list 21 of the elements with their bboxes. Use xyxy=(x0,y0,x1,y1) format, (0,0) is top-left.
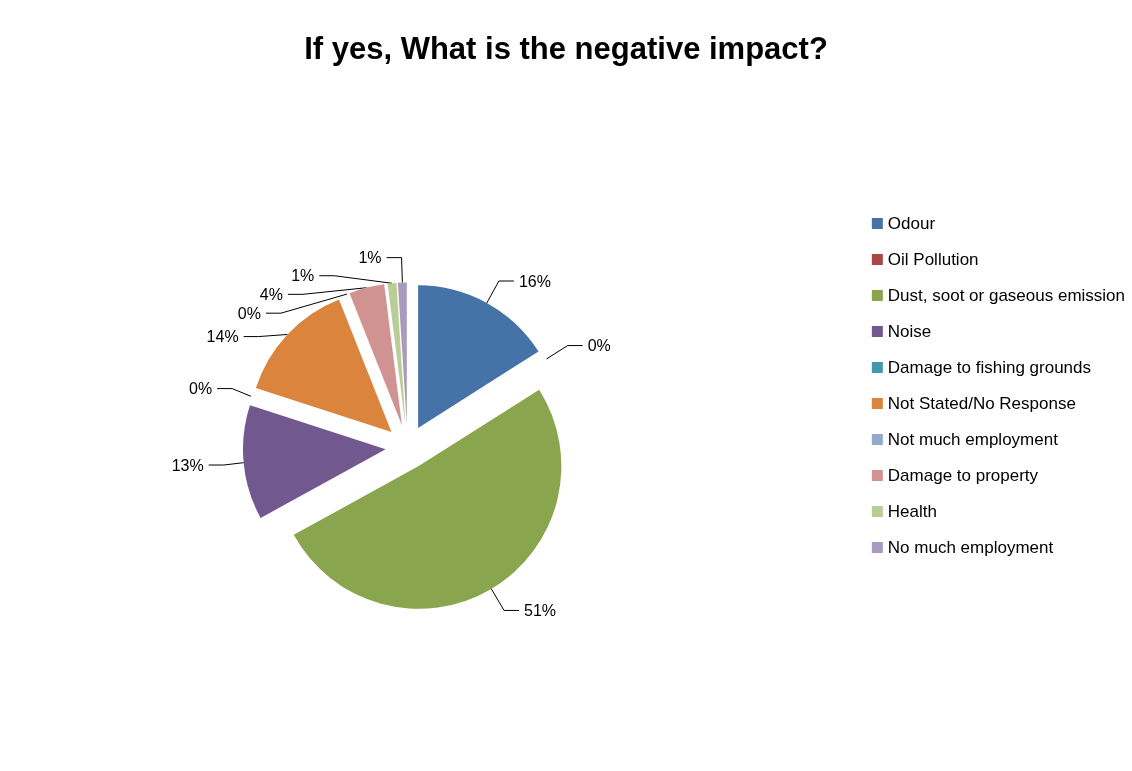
legend-label: Not much employment xyxy=(887,430,1059,449)
data-label: 51% xyxy=(524,601,557,619)
data-label: 1% xyxy=(358,249,382,267)
legend-label: Health xyxy=(887,502,937,521)
text: 0% xyxy=(237,304,261,322)
legend-label: Damage to property xyxy=(887,466,1039,485)
text: 0% xyxy=(587,337,611,355)
legend-label: Odour xyxy=(887,214,936,233)
legend-label: Not Stated/No Response xyxy=(887,394,1076,413)
legend-label: Dust, soot or gaseous emission xyxy=(887,286,1125,305)
legend-label: Noise xyxy=(887,322,932,341)
chart-title: If yes, What is the negative impact? xyxy=(304,31,828,66)
legend-label: No much employment xyxy=(887,538,1054,557)
data-label: 13% xyxy=(171,456,204,474)
data-label: 1% xyxy=(291,267,315,285)
legend-label: Damage to fishing grounds xyxy=(887,358,1092,377)
data-label: 16% xyxy=(518,272,551,290)
legend-label: Oil Pollution xyxy=(887,250,979,269)
data-label: 4% xyxy=(259,285,283,303)
text: 0% xyxy=(189,380,213,398)
data-label: 14% xyxy=(206,328,239,346)
